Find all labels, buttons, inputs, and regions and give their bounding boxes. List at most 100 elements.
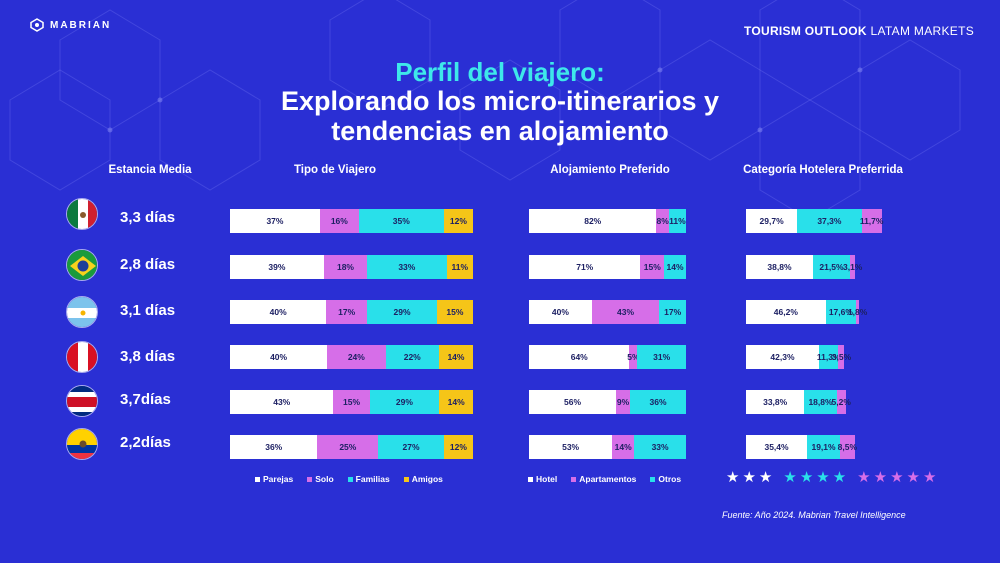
bar-segment: 5% xyxy=(627,345,640,369)
bar-segment-label: 27% xyxy=(402,442,420,452)
bar-segment: 11,3% xyxy=(817,345,841,369)
bar-segment: 11% xyxy=(668,209,686,233)
legend-item: Amigos xyxy=(403,474,443,484)
bar-segment: 11,7% xyxy=(859,209,884,233)
bar-segment: 17% xyxy=(326,300,368,324)
bar-segment: 17% xyxy=(659,300,686,324)
legend-item: Solo xyxy=(307,474,334,484)
bar-segment: 36% xyxy=(230,435,318,459)
bar-segment: 15% xyxy=(640,255,665,279)
bar-segment-label: 37% xyxy=(266,216,284,226)
bar-segment: 3,5% xyxy=(832,345,851,369)
bar-segment-label: 11,7% xyxy=(859,216,884,226)
bar-segment: 22% xyxy=(385,345,439,369)
stay-label: 2,2días xyxy=(120,434,171,451)
bar-segment-label: 24% xyxy=(347,352,365,362)
bar-segment-label: 43% xyxy=(617,307,635,317)
traveler-bar: 37% 16% 35% 12% xyxy=(230,209,473,233)
bar-segment: 40% xyxy=(230,300,327,324)
bar-segment: 31% xyxy=(637,345,686,369)
bar-segment: 18,8% xyxy=(804,390,837,414)
bar-segment: 43% xyxy=(591,300,660,324)
bar-segment-label: 3,5% xyxy=(831,352,852,362)
bar-segment-label: 15% xyxy=(446,307,464,317)
bar-segment-label: 5% xyxy=(627,352,640,362)
hotel-category-bar: 46,2% 17,6% 1,8% xyxy=(746,300,884,324)
hotel-category-bar: 35,4% 19,1% 8,5% xyxy=(746,435,884,459)
hotel-category-bar: 29,7% 37,3% 11,7% xyxy=(746,209,884,233)
legend-label: Solo xyxy=(315,474,334,484)
bar-segment-label: 33,8% xyxy=(763,397,788,407)
bar-segment: 14% xyxy=(612,435,635,459)
bar-segment: 24% xyxy=(327,345,386,369)
bar-segment-label: 12% xyxy=(449,442,467,452)
legend-swatch xyxy=(403,476,409,482)
bar-segment-label: 42,3% xyxy=(770,352,795,362)
bar-segment-label: 53% xyxy=(562,442,580,452)
star-icon: ★ xyxy=(922,469,937,486)
star-icon: ★ xyxy=(873,469,888,486)
column-header-stay: Estancia Media xyxy=(108,164,192,176)
bar-segment-label: 29% xyxy=(393,307,411,317)
traveler-bar: 39% 18% 33% 11% xyxy=(230,255,473,279)
star-icon: ★ xyxy=(857,469,871,486)
bar-segment: 15% xyxy=(333,390,370,414)
legend-swatch xyxy=(650,476,656,482)
bar-segment-label: 17% xyxy=(664,307,682,317)
star-icon: ★ xyxy=(742,469,756,486)
bar-segment: 33% xyxy=(367,255,447,279)
legend-label: Apartamentos xyxy=(579,474,637,484)
bar-segment-label: 35% xyxy=(392,216,410,226)
brand-name: MABRIAN xyxy=(50,19,112,31)
legend-swatch xyxy=(307,476,313,482)
bar-segment: 35,4% xyxy=(746,435,808,459)
legend-item: Hotel xyxy=(528,474,557,484)
bar-segment: 46,2% xyxy=(746,300,826,324)
bar-segment: 18% xyxy=(323,255,368,279)
report-header: TOURISM OUTLOOK LATAM MARKETS xyxy=(744,24,974,38)
legend-item: Apartamentos xyxy=(571,474,636,484)
bar-segment: 25% xyxy=(317,435,379,459)
bar-segment: 3,1% xyxy=(843,255,862,279)
bar-segment-label: 33% xyxy=(398,262,416,272)
star-icon: ★ xyxy=(758,469,773,486)
bar-segment-label: 46,2% xyxy=(773,307,798,317)
bar-segment-label: 71% xyxy=(576,262,594,272)
bar-segment-label: 21,5% xyxy=(819,262,844,272)
hotel-category-bar: 42,3% 11,3% 3,5% xyxy=(746,345,884,369)
bar-segment-label: 40% xyxy=(269,307,287,317)
peru-flag-icon xyxy=(66,341,98,373)
bar-segment-label: 11% xyxy=(669,216,686,226)
bar-segment-label: 14% xyxy=(447,352,465,362)
traveler-bar: 40% 24% 22% 14% xyxy=(230,345,473,369)
legend-label: Amigos xyxy=(411,474,443,484)
legend-swatch xyxy=(347,476,353,482)
legend-label: Parejas xyxy=(263,474,294,484)
bar-segment: 38,8% xyxy=(746,255,813,279)
bar-segment-label: 29,7% xyxy=(759,216,784,226)
bar-segment: 8,5% xyxy=(838,435,857,459)
bar-segment: 53% xyxy=(529,435,613,459)
bar-segment-label: 5,2% xyxy=(831,397,851,407)
bar-segment-label: 29% xyxy=(395,397,413,407)
bar-segment-label: 33% xyxy=(651,442,669,452)
bar-segment-label: 15% xyxy=(643,262,661,272)
legend-label: Familias xyxy=(355,474,390,484)
bar-segment-label: 40% xyxy=(551,307,569,317)
bar-segment-label: 36% xyxy=(649,397,667,407)
bar-segment-label: 64% xyxy=(570,352,588,362)
stay-label: 3,1 días xyxy=(120,302,176,319)
traveler-bar: 43% 15% 29% 14% xyxy=(230,390,473,414)
traveler-bar: 40% 17% 29% 15% xyxy=(230,300,473,324)
bar-segment: 71% xyxy=(529,255,641,279)
bar-segment-label: 36% xyxy=(265,442,283,452)
hotel-category-bar: 33,8% 18,8% 5,2% xyxy=(746,390,884,414)
lodging-bar: 53% 14% 33% xyxy=(529,435,686,459)
bar-segment: 37% xyxy=(230,209,320,233)
lodging-bar: 40% 43% 17% xyxy=(529,300,686,324)
stay-label: 3,8 días xyxy=(120,348,176,365)
bar-segment-label: 14% xyxy=(447,397,465,407)
bar-segment: 17,6% xyxy=(825,300,857,324)
bar-segment-label: 56% xyxy=(564,397,582,407)
bar-segment-label: 9% xyxy=(616,397,630,407)
